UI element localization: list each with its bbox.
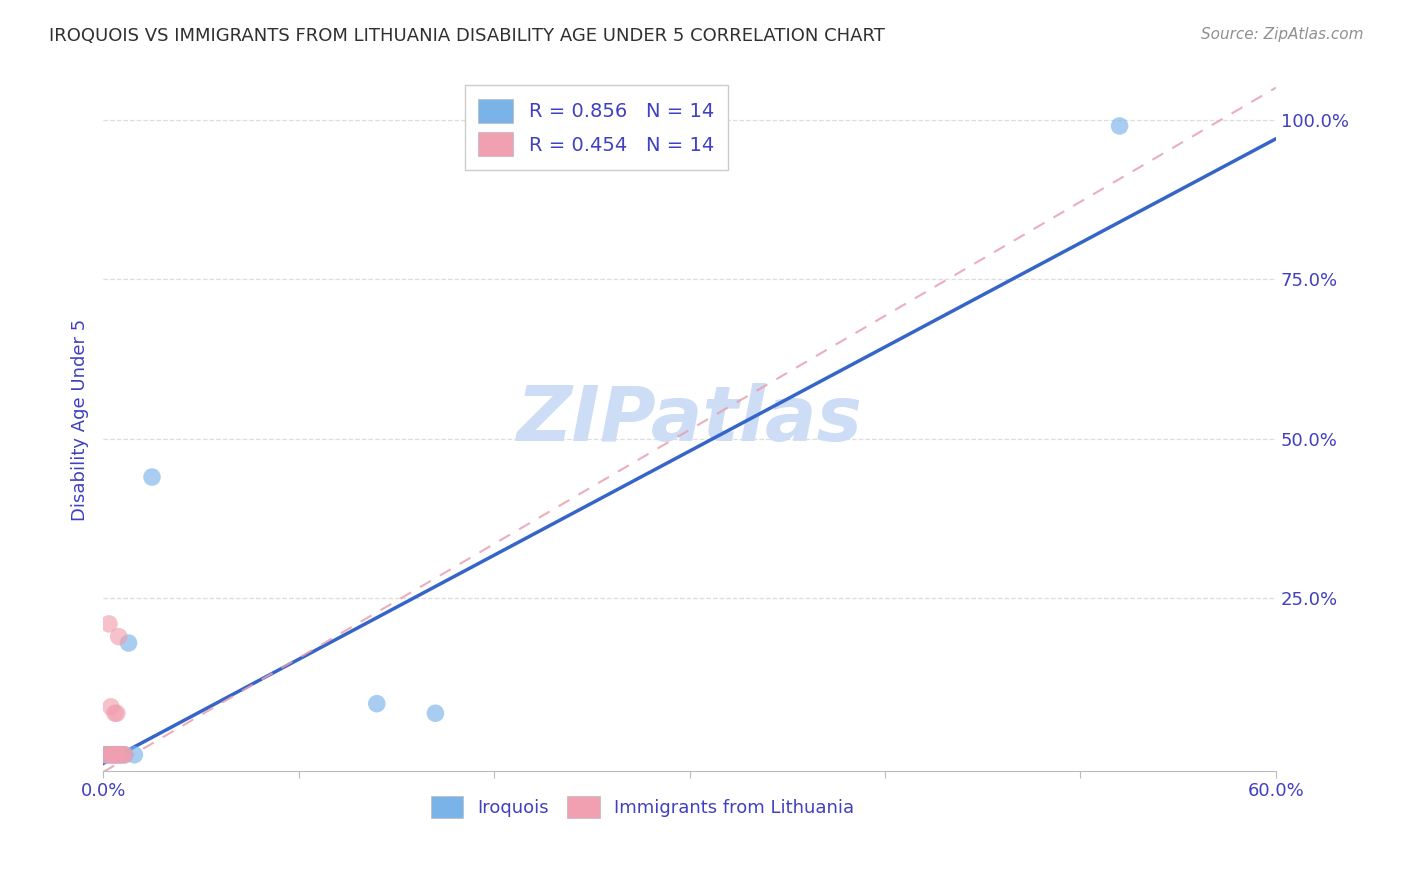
Point [104,747,127,762]
Point [100,747,122,762]
Point [105,747,128,762]
Text: ZIPatlas: ZIPatlas [516,383,862,457]
Point [104,747,127,762]
Point [117,636,139,650]
Point [111,747,134,762]
Point [114,747,136,762]
Point [110,747,132,762]
Point [366,697,388,711]
Point [100,699,122,714]
Point [425,706,447,721]
Y-axis label: Disability Age Under 5: Disability Age Under 5 [72,318,89,521]
Point [101,747,124,762]
Legend: Iroquois, Immigrants from Lithuania: Iroquois, Immigrants from Lithuania [423,789,862,825]
Point [94,747,117,762]
Point [105,747,128,762]
Text: IROQUOIS VS IMMIGRANTS FROM LITHUANIA DISABILITY AGE UNDER 5 CORRELATION CHART: IROQUOIS VS IMMIGRANTS FROM LITHUANIA DI… [49,27,886,45]
Point [96,747,118,762]
Point [141,470,163,484]
Point [124,747,146,762]
Point [114,747,136,762]
Point [105,706,128,721]
Point [98,747,121,762]
Point [94,747,117,762]
Point [98,616,121,631]
Point [96,747,118,762]
Point [101,747,124,762]
Point [107,747,129,762]
Point [104,706,127,721]
Point [107,630,129,644]
Point [101,747,124,762]
Text: Source: ZipAtlas.com: Source: ZipAtlas.com [1201,27,1364,42]
Point [110,747,132,762]
Point [1108,119,1130,133]
